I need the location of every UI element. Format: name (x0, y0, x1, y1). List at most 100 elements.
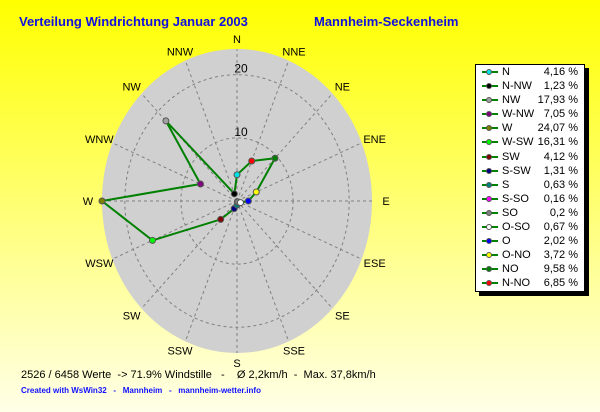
direction-label: SW (123, 311, 141, 323)
legend-marker-icon (486, 266, 492, 273)
legend-label: SO (502, 206, 518, 219)
legend-label: SW (502, 150, 520, 163)
legend-marker-icon (486, 224, 492, 231)
legend-value: 2,02 % (543, 235, 578, 248)
spoke-NNE (236, 60, 290, 202)
legend-label: N-NO (502, 277, 531, 290)
legend-value: 6,85 % (543, 277, 578, 290)
direction-label: NNE (282, 46, 305, 58)
direction-label: NE (335, 81, 350, 93)
station-name: Mannheim-Seckenheim (314, 14, 459, 29)
legend-item: W-NW 7,05 % (476, 107, 584, 121)
legend-value: 7,05 % (543, 108, 578, 121)
data-point-E (244, 197, 252, 205)
direction-label: WNW (85, 134, 114, 146)
legend-value: 1,31 % (543, 164, 578, 177)
legend-item: SO 0,2 % (476, 206, 584, 220)
data-point-NNW (230, 190, 238, 198)
legend-marker-icon (486, 125, 492, 132)
legend-label: W-SW (502, 136, 534, 149)
legend-label: NO (502, 263, 519, 276)
legend-value: 0,67 % (543, 221, 578, 234)
credit-text: Created with WsWin32 - Mannheim - mannhe… (21, 386, 261, 395)
legend-value: 0,16 % (543, 192, 578, 205)
radial-tick-label: 10 (234, 125, 248, 139)
legend-label: N-NW (502, 80, 532, 93)
direction-label: SSW (167, 346, 193, 358)
data-point-NNE (248, 157, 256, 165)
legend-value: 24,07 % (537, 122, 578, 135)
legend-marker-icon (486, 69, 492, 75)
data-point-SW (217, 215, 225, 223)
legend-label: S (502, 178, 510, 191)
data-point-ESE (236, 199, 244, 207)
data-point-WSW (148, 236, 156, 244)
legend: N 4,16 % N-NW 1,23 % NW 17,93 % W-NW 7,0… (475, 64, 585, 292)
legend-value: 4,16 % (543, 66, 578, 78)
direction-label: N (233, 34, 241, 46)
direction-label: SSE (283, 346, 305, 358)
legend-item: O 2,02 % (476, 234, 584, 248)
legend-item: S-SO 0,16 % (476, 192, 584, 206)
legend-marker-icon (486, 195, 492, 202)
data-point-ENE (252, 188, 260, 196)
legend-marker-icon (486, 83, 492, 90)
legend-item: W 24,07 % (476, 121, 584, 135)
data-point-W (98, 197, 106, 205)
legend-label: W-NW (502, 108, 535, 121)
spoke-ENE (236, 142, 362, 202)
stats-text: 2526 / 6458 Werte -> 71.9% Windstille - … (21, 369, 376, 381)
legend-value: 16,31 % (537, 136, 578, 149)
legend-marker-icon (486, 181, 492, 188)
legend-marker-icon (486, 280, 492, 287)
legend-marker-icon (486, 139, 492, 146)
chart-title: Verteilung Windrichtung Januar 2003 (19, 14, 248, 29)
legend-marker-icon (486, 97, 492, 104)
legend-marker-icon (486, 167, 492, 174)
direction-label: E (382, 196, 389, 208)
legend-label: S-SW (502, 164, 531, 177)
legend-item: SW 4,12 % (476, 150, 584, 164)
legend-marker-icon (486, 153, 492, 160)
direction-label: ESE (364, 258, 386, 270)
legend-value: 3,72 % (543, 249, 578, 262)
spoke-WNW (112, 142, 238, 202)
spoke-ESE (236, 200, 362, 260)
legend-item: S 0,63 % (476, 178, 584, 192)
legend-label: W (502, 122, 513, 135)
direction-label: S (233, 358, 240, 370)
legend-marker-icon (486, 111, 492, 118)
legend-value: 17,93 % (537, 94, 578, 107)
legend-label: O (502, 235, 511, 248)
legend-item: S-SW 1,31 % (476, 164, 584, 178)
direction-label: ENE (363, 134, 386, 146)
legend-label: N (502, 66, 510, 78)
spoke-WSW (112, 200, 238, 260)
legend-marker-icon (486, 252, 492, 259)
legend-label: S-SO (502, 192, 529, 205)
legend-value: 0,63 % (543, 178, 578, 191)
legend-item: O-SO 0,67 % (476, 220, 584, 234)
legend-item: NW 17,93 % (476, 93, 584, 107)
spoke-NNW (184, 60, 238, 202)
legend-item: N 4,16 % (476, 65, 584, 79)
data-point-N (233, 171, 241, 179)
legend-label: O-SO (502, 221, 531, 234)
legend-value: 0,2 % (549, 206, 578, 219)
radial-tick-label: 20 (234, 62, 248, 76)
legend-label: NW (502, 94, 521, 107)
spoke-SSW (184, 200, 238, 342)
legend-marker-icon (486, 238, 492, 245)
direction-label: SE (335, 311, 350, 323)
legend-item: W-SW 16,31 % (476, 135, 584, 149)
legend-item: N-NO 6,85 % (476, 276, 584, 290)
data-point-NW (162, 117, 170, 125)
legend-marker-icon (486, 209, 492, 216)
legend-value: 4,12 % (543, 150, 578, 163)
legend-item: NO 9,58 % (476, 262, 584, 276)
direction-label: NNW (167, 46, 194, 58)
legend-label: O-NO (502, 249, 531, 262)
direction-label: W (83, 196, 94, 208)
data-point-NE (271, 154, 279, 162)
